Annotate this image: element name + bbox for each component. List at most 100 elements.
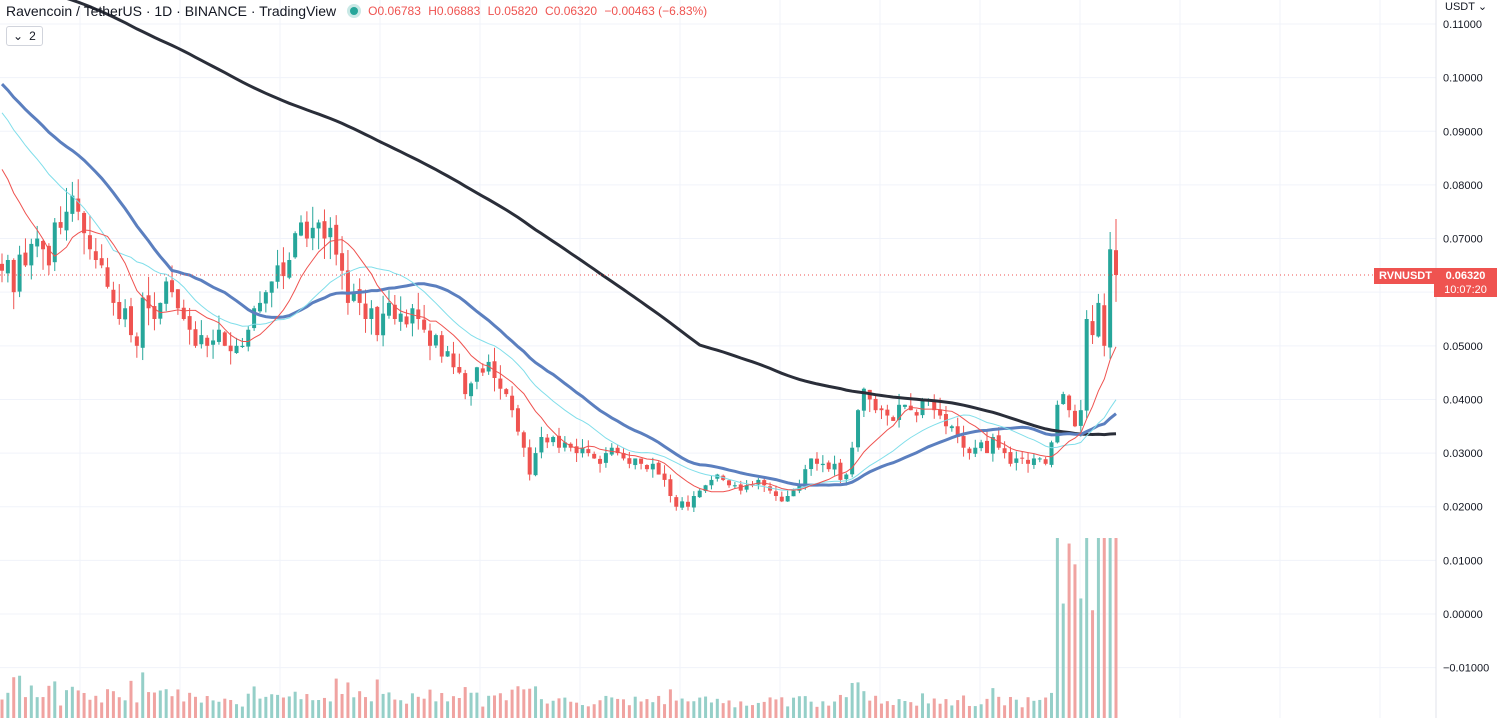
volume-bar bbox=[1114, 538, 1118, 718]
currency-select[interactable]: USDT ⌄ bbox=[1445, 0, 1487, 13]
candle bbox=[58, 222, 63, 228]
open-value: O0.06783 bbox=[368, 4, 421, 18]
candle bbox=[316, 222, 321, 229]
volume-bar bbox=[750, 705, 754, 718]
candle bbox=[392, 304, 397, 319]
volume-bar bbox=[938, 703, 942, 718]
volume-bar bbox=[844, 697, 848, 718]
volume-bar bbox=[29, 685, 33, 718]
volume-bar bbox=[780, 697, 784, 718]
volume-bar bbox=[1102, 538, 1106, 718]
market-status-icon[interactable] bbox=[350, 7, 359, 15]
volume-bar bbox=[504, 700, 508, 718]
volume-bar bbox=[270, 694, 274, 718]
volume-bar bbox=[76, 690, 80, 718]
candle bbox=[703, 485, 708, 492]
candle bbox=[93, 251, 98, 260]
candle bbox=[134, 336, 139, 346]
volume-bar bbox=[240, 706, 244, 718]
volume-bar bbox=[188, 692, 192, 718]
volume-bar bbox=[82, 692, 86, 718]
candle bbox=[457, 367, 462, 373]
candle bbox=[293, 233, 298, 258]
ma-mid-line bbox=[0, 83, 1117, 487]
volume-bar bbox=[657, 695, 661, 718]
volume-bar bbox=[258, 698, 262, 718]
volume-series bbox=[0, 538, 1118, 718]
volume-bar bbox=[276, 694, 280, 718]
volume-bar bbox=[668, 689, 672, 718]
volume-bar bbox=[715, 698, 719, 718]
candle bbox=[199, 335, 204, 345]
candle bbox=[469, 383, 474, 397]
candle bbox=[1043, 459, 1048, 464]
volume-bar bbox=[651, 702, 655, 718]
volume-bar bbox=[633, 696, 637, 718]
studies-toggle-button[interactable]: ⌄ 2 bbox=[6, 26, 43, 46]
volume-bar bbox=[1096, 538, 1100, 718]
candle bbox=[351, 292, 356, 301]
volume-bar bbox=[645, 699, 649, 718]
volume-bar bbox=[580, 705, 584, 718]
volume-bar bbox=[147, 692, 151, 718]
candle bbox=[685, 501, 690, 507]
candle bbox=[574, 446, 579, 454]
candle bbox=[1031, 458, 1036, 465]
candle bbox=[891, 417, 896, 421]
volume-bar bbox=[809, 701, 813, 718]
volume-bar bbox=[123, 700, 127, 718]
volume-bar bbox=[199, 702, 203, 718]
volume-bar bbox=[967, 705, 971, 718]
candle bbox=[64, 211, 69, 231]
candle bbox=[445, 351, 450, 357]
volume-bar bbox=[1108, 538, 1112, 718]
volume-bar bbox=[833, 701, 837, 718]
chevron-down-icon: ⌄ bbox=[1477, 1, 1488, 13]
volume-bar bbox=[944, 699, 948, 718]
candle bbox=[1055, 404, 1060, 443]
volume-bar bbox=[393, 699, 397, 718]
price-tick-label: 0.04000 bbox=[1443, 394, 1483, 406]
candle bbox=[193, 329, 198, 346]
candle bbox=[533, 453, 538, 476]
candle bbox=[170, 280, 175, 293]
candle bbox=[99, 258, 104, 266]
candle bbox=[504, 389, 509, 395]
candle bbox=[744, 485, 749, 490]
volume-bar bbox=[53, 681, 57, 718]
candle bbox=[416, 309, 421, 319]
candle bbox=[381, 313, 386, 336]
candle bbox=[23, 252, 28, 266]
candle bbox=[873, 398, 878, 411]
candle bbox=[52, 222, 57, 263]
volume-bar bbox=[1014, 699, 1018, 718]
candle bbox=[46, 245, 51, 266]
candle bbox=[463, 373, 468, 395]
volume-bar bbox=[739, 701, 743, 718]
volume-bar bbox=[305, 694, 309, 718]
volume-bar bbox=[358, 691, 362, 718]
candle bbox=[480, 368, 485, 373]
volume-bar bbox=[709, 702, 713, 718]
candle bbox=[662, 473, 667, 480]
volume-bar bbox=[997, 696, 1001, 718]
volume-bar bbox=[868, 700, 872, 718]
volume-bar bbox=[193, 696, 197, 718]
volume-bar bbox=[381, 693, 385, 718]
candle bbox=[11, 259, 16, 293]
candle bbox=[1020, 457, 1025, 459]
volume-bar bbox=[328, 701, 332, 718]
candle bbox=[322, 221, 327, 239]
currency-label: USDT bbox=[1445, 1, 1475, 13]
volume-bar bbox=[111, 691, 115, 718]
candle bbox=[275, 265, 280, 282]
volume-bar bbox=[498, 693, 502, 718]
volume-bar bbox=[850, 682, 854, 718]
volume-bar bbox=[340, 693, 344, 718]
price-tick-label: 0.03000 bbox=[1443, 448, 1483, 460]
volume-bar bbox=[956, 700, 960, 718]
volume-bar bbox=[299, 699, 303, 718]
volume-bar bbox=[35, 697, 39, 718]
volume-bar bbox=[621, 699, 625, 718]
